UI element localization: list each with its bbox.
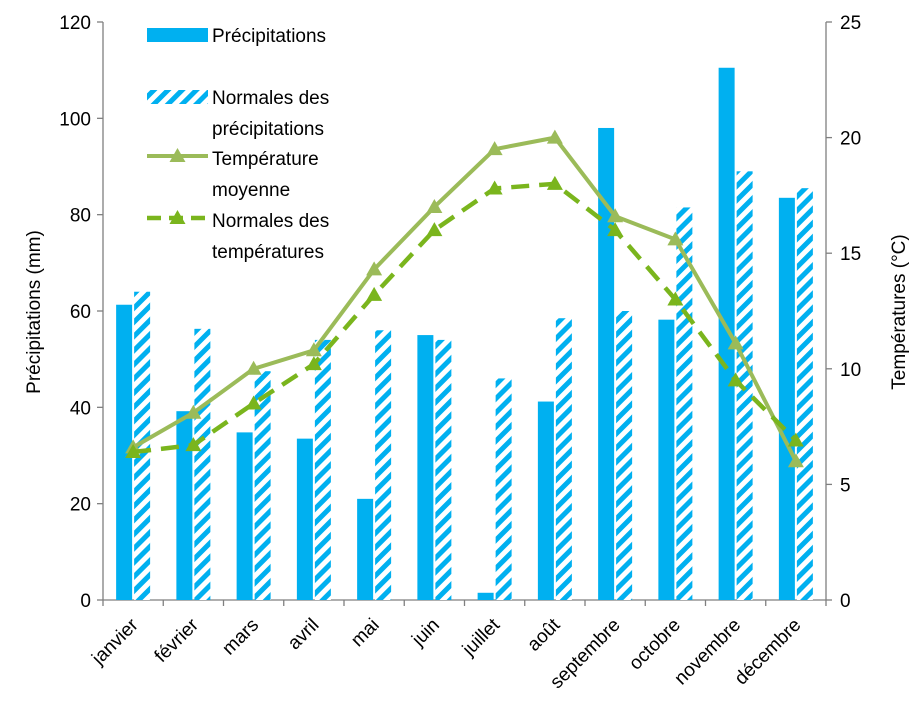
y2-tick-label: 20 — [840, 129, 861, 150]
bar-normales-precipitations — [676, 207, 693, 601]
x-tick-label: octobre — [625, 615, 685, 675]
marker-temperature-moyenne — [787, 453, 804, 468]
bar-precipitations — [778, 197, 795, 600]
y2-axis-title: Températures (°C) — [889, 234, 910, 389]
bar-normales-precipitations — [254, 371, 271, 600]
line-temperature-moyenne — [132, 135, 798, 463]
bar-normales-precipitations — [314, 339, 331, 600]
bar-normales-precipitations — [555, 318, 572, 600]
legend-swatch-precipitations — [147, 28, 208, 42]
marker-normales-temperatures — [245, 395, 262, 410]
marker-temperature-moyenne — [546, 129, 563, 144]
bar-normales-precipitations — [616, 311, 633, 600]
marker-normales-temperatures — [607, 222, 624, 237]
y2-tick-label: 10 — [840, 360, 861, 381]
y2-tick-label: 0 — [840, 591, 851, 612]
legend-label: Normales des — [212, 88, 329, 109]
legend-label: Température — [212, 149, 319, 170]
legend-label: précipitations — [212, 119, 324, 140]
x-tick-label: décembre — [731, 615, 806, 690]
bar-precipitations — [176, 411, 193, 600]
y2-tick-label: 25 — [840, 13, 861, 34]
axes — [97, 21, 832, 606]
y-axis-title: Précipitations (mm) — [24, 230, 45, 394]
x-tick-label: juillet — [458, 614, 505, 661]
legend-marker-normales-temperatures — [169, 210, 186, 224]
marker-temperature-moyenne — [426, 198, 443, 213]
x-tick-label: août — [523, 614, 565, 656]
bar-precipitations — [236, 432, 253, 600]
bar-normales-precipitations — [796, 188, 813, 601]
marker-normales-temperatures — [546, 175, 563, 190]
y2-tick-label: 5 — [840, 475, 851, 496]
marker-normales-temperatures — [486, 180, 503, 195]
y-tick-label: 100 — [59, 109, 91, 130]
marker-normales-temperatures — [366, 286, 383, 301]
marker-temperature-moyenne — [727, 335, 744, 350]
y-tick-label: 20 — [70, 495, 91, 516]
marker-temperature-moyenne — [305, 342, 322, 357]
bar-normales-precipitations — [194, 328, 211, 600]
marker-normales-temperatures — [727, 372, 744, 387]
bar-normales-precipitations — [134, 291, 151, 600]
bar-normales-precipitations — [435, 339, 452, 600]
marker-normales-temperatures — [667, 291, 684, 306]
marker-normales-temperatures — [305, 356, 322, 371]
y-tick-label: 120 — [59, 13, 91, 34]
marker-temperature-moyenne — [486, 141, 503, 156]
marker-temperature-moyenne — [245, 360, 262, 375]
bar-precipitations — [116, 304, 133, 600]
legend-swatch-normales-precipitations — [147, 90, 208, 104]
y-tick-label: 0 — [80, 591, 91, 612]
x-tick-label: avril — [284, 615, 323, 654]
line-normales-temperatures — [132, 181, 798, 455]
y-tick-label: 60 — [70, 302, 91, 323]
bar-precipitations — [537, 401, 554, 600]
marker-temperature-moyenne — [185, 404, 202, 419]
legend-label: moyenne — [212, 180, 290, 201]
x-tick-label: juin — [407, 615, 443, 651]
y2-tick-label: 15 — [840, 244, 861, 265]
lines — [125, 129, 804, 468]
bar-precipitations — [477, 592, 494, 600]
bars — [116, 67, 813, 601]
bar-precipitations — [357, 498, 374, 600]
marker-normales-temperatures — [787, 432, 804, 447]
bar-normales-precipitations — [495, 378, 512, 600]
bar-normales-precipitations — [736, 171, 753, 601]
marker-temperature-moyenne — [667, 231, 684, 246]
legend: Précipitations Normales des précipitations… — [147, 26, 329, 263]
marker-normales-temperatures — [426, 222, 443, 237]
bar-normales-precipitations — [375, 330, 392, 600]
marker-temperature-moyenne — [366, 261, 383, 276]
legend-label: températures — [212, 242, 324, 263]
y-tick-label: 80 — [70, 206, 91, 227]
marker-normales-temperatures — [125, 444, 142, 459]
legend-label: Normales des — [212, 211, 329, 232]
x-tick-label: mai — [347, 615, 384, 652]
bar-precipitations — [296, 438, 313, 600]
legend-label: Précipitations — [212, 26, 326, 47]
legend-marker-temperature-moyenne — [169, 148, 186, 162]
bar-precipitations — [598, 127, 615, 600]
marker-temperature-moyenne — [607, 208, 624, 223]
bar-precipitations — [417, 335, 434, 600]
bar-precipitations — [718, 67, 735, 601]
x-tick-label: janvier — [88, 614, 144, 670]
marker-normales-temperatures — [185, 437, 202, 452]
x-tick-label: mars — [218, 615, 263, 660]
y-tick-label: 40 — [70, 398, 91, 419]
x-tick-label: février — [151, 614, 204, 667]
bar-precipitations — [658, 319, 675, 600]
